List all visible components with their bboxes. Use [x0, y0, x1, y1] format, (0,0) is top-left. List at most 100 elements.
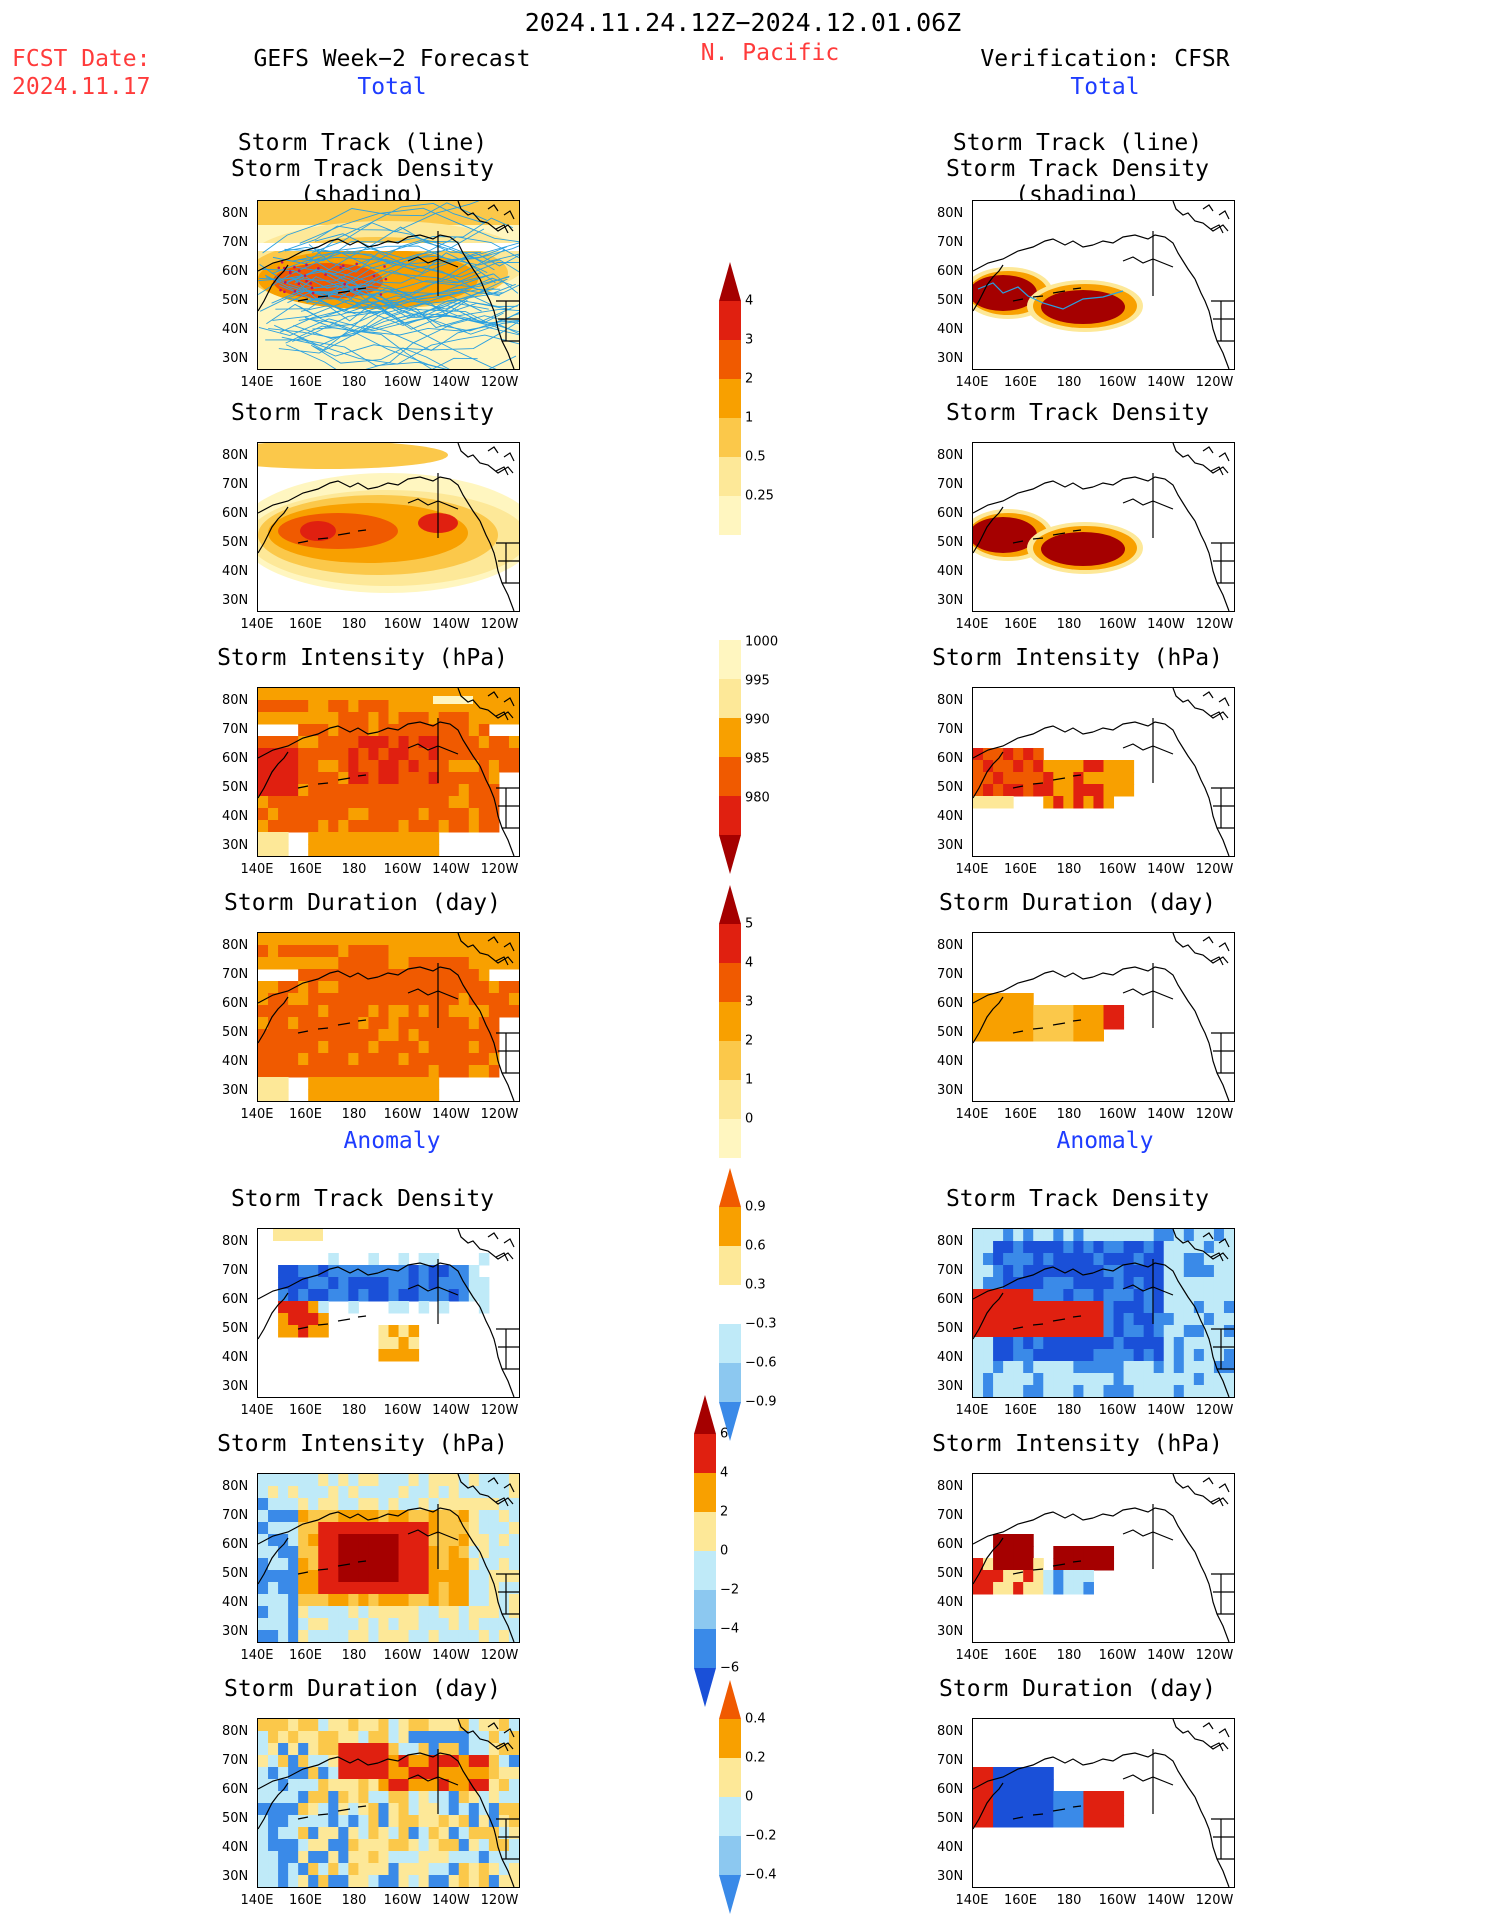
- grid-cell: [973, 1253, 984, 1266]
- grid-cell: [348, 700, 359, 713]
- coastline: [297, 1315, 367, 1330]
- grid-cell: [478, 1570, 490, 1583]
- grid-cell: [1123, 1325, 1135, 1338]
- grid-cell: [258, 1827, 269, 1840]
- grid-cell: [983, 993, 994, 1006]
- grid-cell: [428, 957, 440, 970]
- grid-cell: [1043, 1289, 1054, 1302]
- colorbar-tick-label: −0.3: [745, 1316, 777, 1332]
- coastline: [1202, 1477, 1230, 1507]
- grid-cell: [288, 688, 299, 701]
- grid-cell: [458, 1839, 470, 1852]
- storm-track-line: [977, 282, 1124, 310]
- grid-cell: [368, 1265, 379, 1278]
- grid-cell: [458, 784, 470, 797]
- grid-cell: [488, 1005, 500, 1018]
- grid-cell: [458, 933, 470, 946]
- grid-cell: [408, 724, 420, 737]
- grid-cell: [1023, 1301, 1034, 1314]
- grid-cell: [318, 1053, 329, 1066]
- grid-cell: [378, 1546, 389, 1559]
- colorbar-tick-label: 1000: [745, 634, 779, 650]
- lat-tick-label: 80N: [222, 448, 249, 463]
- grid-cell: [1093, 1289, 1104, 1302]
- grid-cell: [458, 760, 470, 773]
- lon-tick-label: 160W: [1098, 375, 1137, 390]
- grid-cell: [318, 760, 329, 773]
- coastline: [1092, 234, 1196, 280]
- grid-cell: [288, 1265, 299, 1278]
- coastline: [1211, 1573, 1234, 1615]
- colorbar-tick-label: 4: [745, 293, 754, 309]
- grid-cell: [348, 1815, 359, 1828]
- grid-cell: [268, 808, 279, 821]
- grid-cell: [318, 1498, 329, 1511]
- grid-cell: [428, 1289, 440, 1302]
- grid-cell: [268, 1029, 279, 1042]
- grid-cell: [388, 1827, 400, 1840]
- grid-cell: [1093, 1546, 1104, 1559]
- grid-cell: [508, 760, 519, 773]
- grid-cell: [1073, 796, 1084, 809]
- grid-cell: [418, 969, 430, 982]
- grid-cell: [368, 748, 379, 761]
- grid-cell: [973, 1301, 984, 1314]
- grid-cell: [1043, 1582, 1054, 1595]
- coastline: [1194, 520, 1230, 611]
- grid-cell: [1003, 1241, 1014, 1254]
- grid-cell: [1063, 1017, 1074, 1030]
- grid-cell: [418, 1277, 430, 1290]
- panel-title: Storm Track Density: [945, 1186, 1210, 1212]
- grid-cell: [508, 1582, 519, 1595]
- panel-title: Storm Intensity (hPa): [932, 645, 1223, 671]
- grid-cell: [378, 1053, 389, 1066]
- grid-cell: [398, 1277, 410, 1290]
- storm-genesis-dot: [384, 277, 388, 281]
- grid-cell: [398, 1743, 410, 1756]
- grid-cell: [388, 1474, 400, 1487]
- storm-track-line: [286, 268, 519, 296]
- grid-cell: [468, 1827, 480, 1840]
- grid-cell: [268, 1731, 279, 1744]
- grid-cell: [983, 1229, 994, 1242]
- grid-cell: [358, 1029, 369, 1042]
- grid-cell: [348, 760, 359, 773]
- grid-cell: [328, 1791, 339, 1804]
- grid-cell: [1043, 1253, 1054, 1266]
- grid-cell: [993, 1815, 1004, 1828]
- grid-cell: [388, 808, 400, 821]
- lat-tick-label: 70N: [222, 722, 249, 737]
- panel-title: Storm Track Density (shading): [230, 156, 495, 208]
- grid-cell: [478, 1053, 490, 1066]
- grid-cell: [348, 1077, 359, 1090]
- grid-cell: [428, 1498, 440, 1511]
- colorbar-tick-label: 980: [745, 790, 770, 806]
- grid-cell: [1193, 1325, 1205, 1338]
- grid-cell: [328, 712, 339, 725]
- grid-cell: [508, 1005, 519, 1018]
- coastline: [496, 542, 519, 584]
- grid-cell: [388, 820, 400, 833]
- grid-cell: [308, 1077, 319, 1090]
- lat-tick-label: 50N: [222, 293, 249, 308]
- grid-cell: [258, 832, 269, 845]
- grid-cell: [258, 981, 269, 994]
- grid-cell: [358, 1719, 369, 1732]
- grid-cell: [418, 1755, 430, 1768]
- grid-cell: [488, 1755, 500, 1768]
- grid-cell: [398, 1325, 410, 1338]
- grid-cell: [408, 1743, 420, 1756]
- grid-cell: [1103, 1277, 1115, 1290]
- grid-cell: [438, 1719, 450, 1732]
- grid-cell: [1193, 1349, 1205, 1362]
- grid-cell: [428, 1029, 440, 1042]
- coastline: [377, 1752, 481, 1798]
- grid-cell: [1043, 1277, 1054, 1290]
- map-panel: Storm Track Density 80N 70N 60N 50N 40N 30N 140…: [185, 1186, 540, 1426]
- grid-cell: [398, 1498, 410, 1511]
- grid-cell: [508, 1618, 519, 1631]
- coastline: [973, 1756, 1094, 1790]
- coastline: [1202, 1232, 1230, 1262]
- lat-tick-label: 80N: [937, 448, 964, 463]
- grid-cell: [468, 1618, 480, 1631]
